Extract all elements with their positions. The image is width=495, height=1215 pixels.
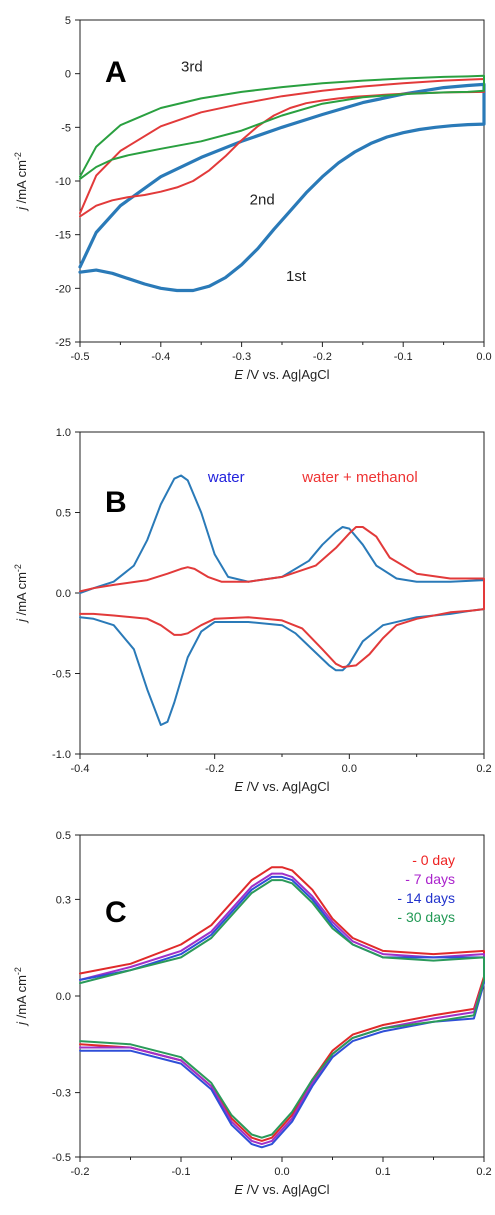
x-tick-label: -0.2 <box>71 1166 90 1178</box>
y-tick-label: 0.5 <box>56 508 71 520</box>
y-tick-label: -15 <box>55 230 71 242</box>
y-tick-label: 1.0 <box>56 427 71 439</box>
legend-entry: - 7 days <box>405 871 455 887</box>
y-axis-label: j /mA cm-2 <box>13 967 29 1027</box>
annotation: 1st <box>286 268 307 285</box>
y-tick-label: -0.3 <box>52 1088 71 1100</box>
panel-b: -0.4 -0.2 0.0 0.2 -1.0 -0.5 0.0 0.5 1.0 E /V vs. … <box>0 400 495 810</box>
x-tick-label: 0.0 <box>274 1166 289 1178</box>
y-tick-label: 0.5 <box>56 830 71 842</box>
series-line <box>79 879 485 1139</box>
legend-entry: - 14 days <box>397 890 455 906</box>
annotation: 2nd <box>250 192 275 209</box>
y-axis-label: j /mA cm-2 <box>13 152 29 212</box>
panel-c: -0.2 -0.1 0.0 0.1 0.2 -0.5 -0.3 0.0 0.3 0.5 E /V v… <box>0 810 495 1210</box>
x-tick-label: -0.2 <box>205 763 224 775</box>
x-tick-label: -0.1 <box>394 351 413 363</box>
x-tick-label: -0.5 <box>71 351 90 363</box>
y-tick-label: -1.0 <box>52 749 71 761</box>
y-tick-label: 0.0 <box>56 991 71 1003</box>
legend-entry: - 0 day <box>412 852 455 868</box>
y-tick-label: -25 <box>55 337 71 349</box>
annotation: water + methanol <box>301 469 417 486</box>
chart-svg: -0.5 -0.4 -0.3 -0.2 -0.1 0.0 -25 -20 -15 -10 -5 0 5 E… <box>13 15 492 382</box>
y-tick-label: -20 <box>55 283 71 295</box>
annotation: water <box>207 469 245 486</box>
x-axis-label: E /V vs. Ag|AgCl <box>234 1182 329 1197</box>
x-tick-label: 0.2 <box>476 1166 491 1178</box>
chart-svg: -0.4 -0.2 0.0 0.2 -1.0 -0.5 0.0 0.5 1.0 E /V vs. … <box>13 427 492 794</box>
panel-label: C <box>105 896 127 929</box>
y-tick-label: -0.5 <box>52 1152 71 1164</box>
series-line <box>79 474 485 726</box>
x-tick-label: 0.0 <box>342 763 357 775</box>
series-line <box>79 74 485 180</box>
y-tick-label: -5 <box>61 122 71 134</box>
series-line <box>79 78 485 218</box>
x-tick-label: -0.4 <box>151 351 170 363</box>
y-tick-label: 0 <box>65 69 71 81</box>
x-tick-label: 0.2 <box>476 763 491 775</box>
legend-entry: - 30 days <box>397 909 455 925</box>
y-tick-label: -10 <box>55 176 71 188</box>
y-tick-label: -0.5 <box>52 669 71 681</box>
y-tick-label: 5 <box>65 15 71 27</box>
panel-label: B <box>105 486 127 519</box>
x-tick-label: -0.4 <box>71 763 90 775</box>
x-tick-label: -0.2 <box>313 351 332 363</box>
annotation: 3rd <box>181 59 203 76</box>
y-tick-label: 0.3 <box>56 894 71 906</box>
x-axis-label: E /V vs. Ag|AgCl <box>234 779 329 794</box>
x-tick-label: -0.1 <box>172 1166 191 1178</box>
x-tick-label: -0.3 <box>232 351 251 363</box>
series-line <box>78 82 486 293</box>
x-tick-label: 0.1 <box>375 1166 390 1178</box>
x-axis-label: E /V vs. Ag|AgCl <box>234 367 329 382</box>
panel-a: -0.5 -0.4 -0.3 -0.2 -0.1 0.0 -25 -20 -15 -10 -5 0 5 E… <box>0 0 495 400</box>
x-tick-label: 0.0 <box>476 351 491 363</box>
y-axis-label: j /mA cm-2 <box>13 564 29 624</box>
plot-frame <box>79 431 485 755</box>
y-tick-label: 0.0 <box>56 588 71 600</box>
series-line <box>79 526 485 669</box>
plot-frame <box>79 19 485 343</box>
chart-svg: -0.2 -0.1 0.0 0.1 0.2 -0.5 -0.3 0.0 0.3 0.5 E /V v… <box>13 830 492 1197</box>
panel-label: A <box>105 56 127 89</box>
